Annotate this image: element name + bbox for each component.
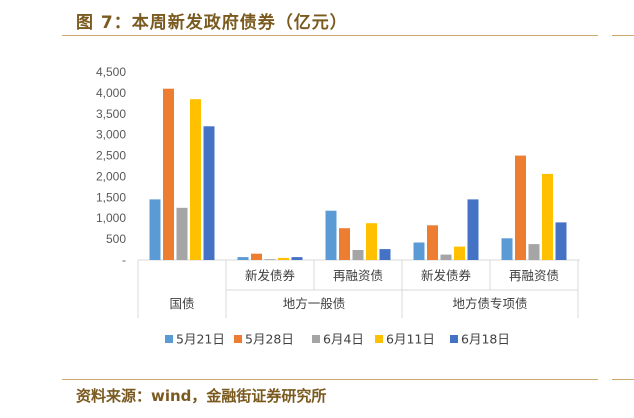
bar: [339, 228, 350, 260]
legend-label: 6月11日: [386, 332, 435, 347]
y-tick-label: 2,000: [96, 169, 126, 183]
bar: [291, 257, 303, 260]
legend-swatch: [375, 335, 383, 343]
bar: [352, 250, 364, 260]
y-tick-label: 1,000: [96, 211, 126, 225]
x-group-label: 地方一般债: [283, 296, 346, 311]
bar: [325, 210, 337, 260]
bar: [413, 242, 425, 260]
source-divider: [62, 379, 598, 380]
bar: [264, 259, 276, 260]
bar: [278, 257, 289, 260]
bar: [555, 222, 567, 260]
y-tick-label: 500: [106, 232, 126, 246]
bar: [203, 126, 215, 260]
y-tick-label: 4,500: [96, 65, 126, 79]
bar: [440, 254, 452, 260]
y-tick-label: -: [122, 253, 126, 267]
source-divider-right: [612, 379, 634, 380]
y-tick-label: 2,500: [96, 149, 126, 163]
bar: [176, 207, 188, 260]
x-category-label: 再融资债: [333, 268, 383, 283]
bar: [454, 246, 465, 260]
x-category-label: 再融资债: [509, 268, 559, 283]
legend-label: 5月28日: [245, 332, 294, 347]
source-note: 资料来源：wind，金融街证券研究所: [76, 387, 327, 405]
legend-swatch: [312, 335, 320, 343]
x-category-label: 新发债券: [245, 268, 296, 283]
bar: [366, 223, 377, 260]
x-category-label: 新发债券: [421, 268, 472, 283]
bar: [237, 257, 249, 260]
bar: [528, 244, 540, 260]
legend-swatch: [165, 335, 173, 343]
bar: [515, 155, 526, 260]
title-divider-right: [612, 35, 634, 36]
y-tick-label: 3,000: [96, 128, 126, 142]
figure-title: 图 7：本周新发政府债券（亿元）: [76, 13, 348, 33]
bar: [163, 88, 174, 260]
bar: [379, 249, 391, 260]
legend-label: 6月18日: [461, 332, 510, 347]
bar: [542, 173, 553, 260]
x-category-label: 国债: [169, 296, 194, 311]
legend-swatch: [450, 335, 458, 343]
bar: [149, 199, 161, 260]
legend-label: 6月4日: [323, 332, 364, 347]
legend-swatch: [234, 335, 242, 343]
bar: [190, 99, 201, 260]
y-tick-label: 1,500: [96, 190, 126, 204]
y-tick-label: 4,000: [96, 86, 126, 100]
title-divider: [62, 35, 598, 36]
bar: [467, 199, 479, 260]
x-group-label: 地方债专项债: [452, 296, 527, 311]
y-tick-label: 3,500: [96, 107, 126, 121]
legend-label: 5月21日: [176, 332, 225, 347]
bar: [501, 238, 513, 260]
bar: [427, 225, 438, 260]
bar: [251, 253, 262, 260]
